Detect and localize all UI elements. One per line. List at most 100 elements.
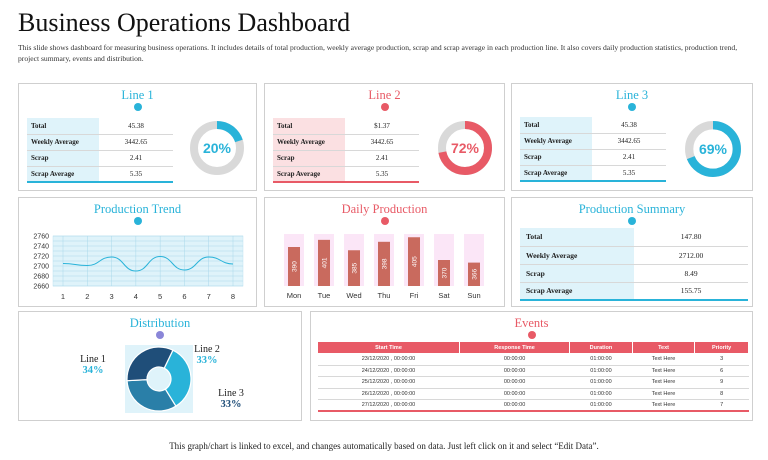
row-label: Total: [520, 228, 634, 247]
column-header: Start Time: [317, 341, 460, 354]
table-row: Weekly Average 2712.00: [520, 246, 748, 265]
row-value: 45.38: [592, 117, 666, 134]
page-title: Business Operations Dashboard: [18, 8, 351, 37]
cell: Text Here: [632, 365, 695, 377]
cell: Text Here: [632, 353, 695, 366]
pie-slice-line-3: [126, 346, 174, 382]
slice-percent: 33%: [220, 399, 242, 410]
line-1-percent: 20%: [202, 140, 232, 156]
slice-name: Line 3: [218, 388, 244, 399]
daily-production-title: Daily Production: [341, 202, 428, 216]
cell: 26/12/2020 , 00:00:00: [317, 388, 460, 400]
table-header-row: Start Time Response Time Duration Text P…: [317, 341, 749, 354]
line-3-percent: 69%: [698, 141, 728, 157]
line-2-dot: [380, 103, 389, 111]
row-value: 155.75: [634, 282, 748, 301]
bar: [468, 262, 480, 286]
line-2-donut-arc: [438, 121, 492, 175]
category-label: Mon: [287, 291, 302, 300]
cell: 7: [694, 399, 749, 412]
category-label: Tue: [318, 291, 331, 300]
bar: [348, 250, 360, 286]
cell: 23/12/2020 , 00:00:00: [317, 353, 460, 366]
row-label: Scrap Average: [273, 166, 345, 183]
line-2-donut: [438, 121, 492, 175]
cell: 01:00:00: [569, 376, 633, 389]
distribution-panel: Distribution Line 1 34% Line 2 33% Line …: [18, 311, 302, 421]
distribution-title: Distribution: [129, 316, 191, 330]
bar-value-label: 366: [472, 268, 479, 279]
table-row: Total 147.80: [520, 228, 748, 247]
table-row: Scrap 2.41: [27, 150, 173, 167]
bar-value-label: 405: [412, 256, 419, 267]
table-row: Scrap Average 5.35: [273, 166, 419, 183]
y-tick-label: 2760: [33, 234, 49, 241]
line-1-title: Line 1: [121, 88, 154, 102]
production-trend-title: Production Trend: [93, 202, 182, 216]
cell: 00:00:00: [459, 376, 570, 389]
series-line: [62, 255, 234, 272]
cell: 01:00:00: [569, 365, 633, 377]
table-row: Weekly Average 3442.65: [273, 134, 419, 151]
events-table: Start Time Response Time Duration Text P…: [317, 341, 749, 412]
row-label: Scrap Average: [27, 166, 99, 183]
row-value: 2712.00: [634, 246, 748, 265]
table-row: Scrap 8.49: [520, 264, 748, 283]
distribution-label-line-2: Line 2 33%: [185, 344, 229, 366]
slice-percent: 34%: [82, 365, 104, 376]
bar-value-label: 398: [382, 258, 389, 269]
column-header: Duration: [569, 341, 633, 354]
table-row: Total 45.38: [27, 118, 173, 135]
row-label: Total: [520, 117, 592, 134]
table-row: Total $1.37: [273, 118, 419, 135]
bar: [378, 241, 390, 286]
cell: 01:00:00: [569, 353, 633, 366]
table-row: 25/12/2020 , 00:00:00 00:00:00 01:00:00 Tex…: [317, 376, 749, 389]
production-summary-table: Total 147.80 Weekly Average 2712.00 Scrap 8…: [520, 228, 748, 301]
category-label: Sun: [467, 291, 480, 300]
bar: [408, 237, 420, 286]
x-tick-label: 2: [85, 292, 89, 301]
distribution-label-line-3: Line 3 33%: [209, 388, 253, 410]
row-label: Scrap Average: [520, 282, 634, 301]
line-2-title: Line 2: [368, 88, 401, 102]
bar-value-label: 370: [442, 267, 449, 278]
category-label: Wed: [346, 291, 361, 300]
distribution-label-line-1: Line 1 34%: [71, 354, 115, 376]
pie-slice-line-1: [163, 349, 192, 408]
bar: [438, 260, 450, 286]
distribution-dot: [156, 331, 164, 339]
category-label: Sat: [438, 291, 450, 300]
production-summary-panel: Production Summary Total 147.80 Weekly Av…: [511, 197, 753, 307]
row-label: Scrap: [273, 150, 345, 167]
row-value: 2.41: [592, 149, 666, 166]
column-header: Response Time: [458, 341, 571, 354]
category-label: Thu: [378, 291, 391, 300]
x-tick-label: 8: [231, 292, 235, 301]
x-tick-label: 7: [207, 292, 211, 301]
production-summary-dot: [628, 217, 636, 225]
production-summary-title: Production Summary: [578, 202, 686, 216]
table-row: Total 45.38: [520, 117, 666, 134]
row-label: Total: [27, 118, 99, 135]
daily-production-panel: Daily Production 390 Mon 401 Tue 385 Wed 398 Th…: [264, 197, 505, 307]
x-tick-label: 4: [134, 292, 138, 301]
cell: Text Here: [632, 388, 695, 400]
bar-value-label: 401: [322, 257, 329, 268]
line-1-donut: [190, 121, 244, 175]
line-3-dot: [628, 103, 636, 111]
row-value: 3442.65: [345, 134, 419, 151]
table-row: 24/12/2020 , 00:00:00 00:00:00 01:00:00 Tex…: [317, 365, 749, 377]
production-trend-panel: Production Trend 2660 2680 2700 2720 2740 276…: [18, 197, 257, 307]
category-label: Fri: [410, 291, 419, 300]
row-label: Weekly Average: [520, 246, 634, 265]
cell: Text Here: [632, 376, 695, 389]
bar-value-label: 390: [292, 261, 299, 272]
footer-note: This graph/chart is linked to excel, and…: [169, 441, 599, 451]
y-tick-label: 2740: [33, 244, 49, 251]
table-row: Weekly Average 3442.65: [520, 133, 666, 150]
events-title: Events: [514, 316, 549, 330]
cell: 27/12/2020 , 00:00:00: [317, 399, 460, 412]
row-value: 2.41: [345, 150, 419, 167]
row-label: Scrap: [520, 264, 634, 283]
